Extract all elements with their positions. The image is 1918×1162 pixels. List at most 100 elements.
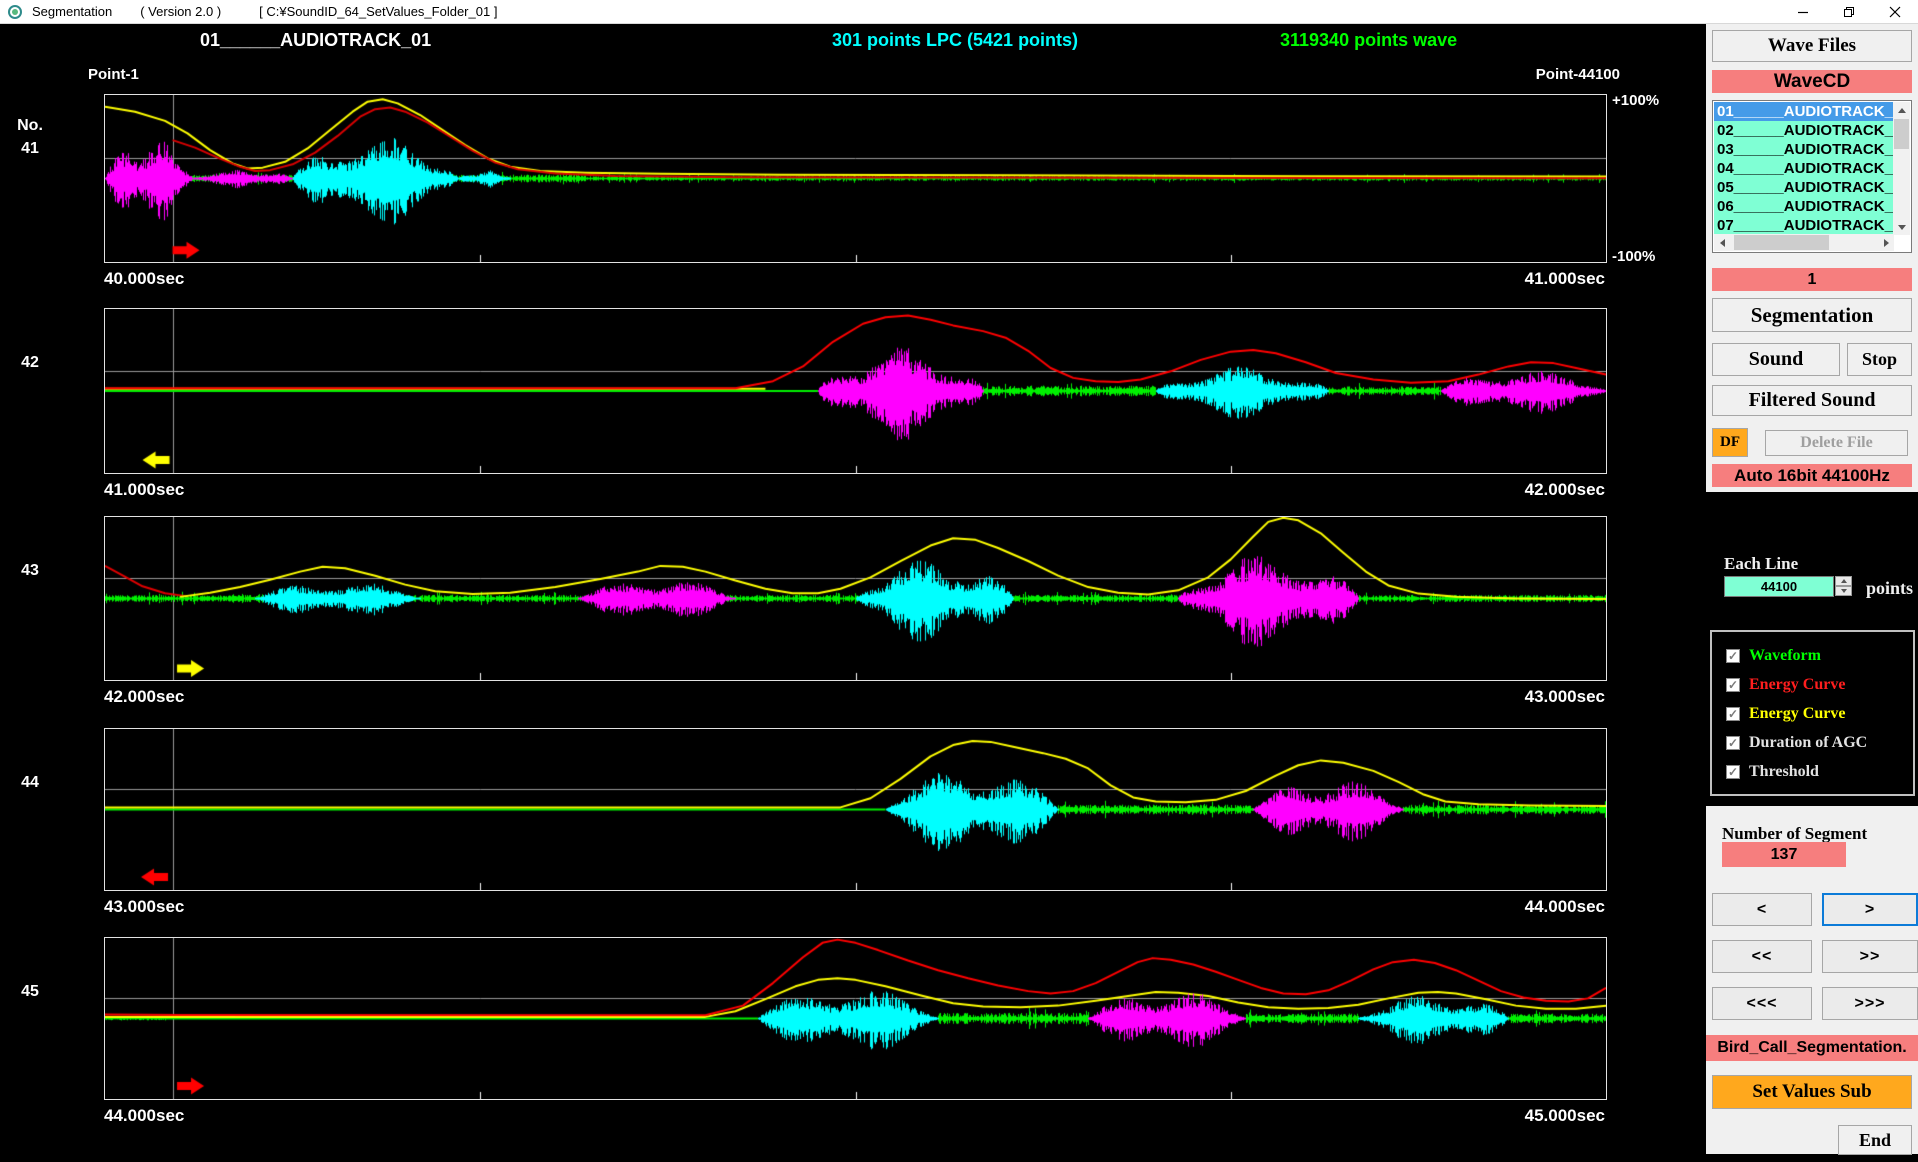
- time-end-label-43: 43.000sec: [1355, 687, 1605, 707]
- checkbox-energy-curve-red[interactable]: ✓ Energy Curve: [1726, 673, 1845, 697]
- row-number-41: 41: [8, 140, 52, 158]
- time-start-label-42: 41.000sec: [104, 480, 184, 500]
- sidebar: Wave Files WaveCD 01______AUDIOTRACK_02_…: [1706, 24, 1918, 1154]
- next-fast-button[interactable]: >>: [1822, 940, 1918, 973]
- restore-button[interactable]: [1826, 0, 1872, 23]
- checkbox-label: Energy Curve: [1749, 705, 1845, 723]
- minimize-icon: [1797, 6, 1809, 18]
- wavecd-header: WaveCD: [1712, 70, 1912, 93]
- time-end-label-45: 45.000sec: [1355, 1106, 1605, 1126]
- title-bar: Segmentation ( Version 2.0 ) [ C:¥SoundI…: [0, 0, 1918, 24]
- prev-fastest-button[interactable]: <<<: [1712, 987, 1812, 1020]
- prev-button[interactable]: <: [1712, 893, 1812, 926]
- track-item[interactable]: 02______AUDIOTRACK_: [1714, 121, 1894, 140]
- y-axis-min-label: -100%: [1612, 248, 1655, 265]
- y-axis-max-label: +100%: [1612, 92, 1659, 109]
- row-number-45: 45: [8, 983, 52, 1001]
- header-track-label: 01______AUDIOTRACK_01: [200, 30, 431, 51]
- next-fastest-button[interactable]: >>>: [1822, 987, 1918, 1020]
- segmentation-app-window: { "titlebar": { "app": "Segmentation", "…: [0, 0, 1918, 1162]
- checkbox-duration-of-agc[interactable]: ✓ Duration of AGC: [1726, 731, 1867, 755]
- row-number-44: 44: [8, 774, 52, 792]
- vertical-scrollbar[interactable]: [1893, 102, 1910, 235]
- waveform-panel-42[interactable]: [104, 308, 1607, 474]
- each-line-spinner[interactable]: [1835, 576, 1852, 596]
- time-end-label-42: 42.000sec: [1355, 480, 1605, 500]
- track-item[interactable]: 06______AUDIOTRACK_: [1714, 197, 1894, 216]
- prev-fast-button[interactable]: <<: [1712, 940, 1812, 973]
- waveform-panel-43[interactable]: [104, 516, 1607, 681]
- waveform-chart-area: 01______AUDIOTRACK_01 301 points LPC (542…: [0, 24, 1706, 1162]
- checkbox-icon[interactable]: ✓: [1726, 649, 1740, 663]
- checkbox-icon[interactable]: ✓: [1726, 765, 1740, 779]
- filtered-sound-button[interactable]: Filtered Sound: [1712, 385, 1912, 416]
- stop-button[interactable]: Stop: [1847, 343, 1912, 376]
- scroll-up-icon[interactable]: [1893, 102, 1910, 118]
- track-listbox[interactable]: 01______AUDIOTRACK_02______AUDIOTRACK_03…: [1712, 100, 1912, 253]
- checkbox-label: Threshold: [1749, 763, 1819, 781]
- wave-files-button[interactable]: Wave Files: [1712, 30, 1912, 62]
- next-button[interactable]: >: [1822, 893, 1918, 926]
- vscroll-thumb[interactable]: [1894, 119, 1909, 149]
- header-lpc-label: 301 points LPC (5421 points): [832, 30, 1078, 51]
- set-values-sub-button[interactable]: Set Values Sub: [1712, 1075, 1912, 1109]
- track-item[interactable]: 01______AUDIOTRACK_: [1714, 102, 1894, 121]
- each-line-points-input[interactable]: [1724, 576, 1834, 597]
- points-unit-label: points: [1866, 578, 1913, 599]
- checkbox-label: Duration of AGC: [1749, 734, 1867, 752]
- time-end-label-44: 44.000sec: [1355, 897, 1605, 917]
- time-end-label-41: 41.000sec: [1355, 269, 1605, 289]
- checkbox-label: Waveform: [1749, 647, 1821, 665]
- scroll-down-icon[interactable]: [1893, 219, 1910, 235]
- minimize-button[interactable]: [1780, 0, 1826, 23]
- time-start-label-44: 43.000sec: [104, 897, 184, 917]
- checkbox-waveform[interactable]: ✓ Waveform: [1726, 644, 1821, 668]
- checkbox-energy-curve-yellow[interactable]: ✓ Energy Curve: [1726, 702, 1845, 726]
- hscroll-thumb[interactable]: [1734, 235, 1829, 250]
- number-of-segment-label: Number of Segment: [1722, 824, 1867, 844]
- row-number-42: 42: [8, 354, 52, 372]
- audio-format-status: Auto 16bit 44100Hz: [1712, 464, 1912, 487]
- track-item[interactable]: 04______AUDIOTRACK_: [1714, 159, 1894, 178]
- spinner-down-icon[interactable]: [1835, 586, 1852, 596]
- close-icon: [1889, 6, 1901, 18]
- point-end-label: Point-44100: [1440, 66, 1620, 83]
- window-title-path: [ C:¥SoundID_64_SetValues_Folder_01 ]: [259, 4, 497, 19]
- df-button[interactable]: DF: [1712, 428, 1748, 457]
- restore-icon: [1843, 6, 1855, 18]
- delete-file-button[interactable]: Delete File: [1765, 430, 1908, 456]
- checkbox-icon[interactable]: ✓: [1726, 707, 1740, 721]
- track-list: 01______AUDIOTRACK_02______AUDIOTRACK_03…: [1714, 102, 1894, 235]
- track-item[interactable]: 03______AUDIOTRACK_: [1714, 140, 1894, 159]
- header-wave-points-label: 3119340 points wave: [1280, 30, 1457, 51]
- scroll-left-icon[interactable]: [1714, 234, 1730, 251]
- checkbox-icon[interactable]: ✓: [1726, 678, 1740, 692]
- segment-count-display: 137: [1722, 842, 1846, 867]
- scroll-right-icon[interactable]: [1878, 234, 1894, 251]
- point-start-label: Point-1: [88, 66, 139, 83]
- checkbox-icon[interactable]: ✓: [1726, 736, 1740, 750]
- waveform-panel-45[interactable]: [104, 937, 1607, 1100]
- spinner-up-icon[interactable]: [1835, 576, 1852, 586]
- waveform-panel-44[interactable]: [104, 728, 1607, 891]
- checkbox-label: Energy Curve: [1749, 676, 1845, 694]
- close-button[interactable]: [1872, 0, 1918, 23]
- row-number-heading: No.: [8, 117, 52, 135]
- track-item[interactable]: 05______AUDIOTRACK_: [1714, 178, 1894, 197]
- time-start-label-41: 40.000sec: [104, 269, 184, 289]
- sound-button[interactable]: Sound: [1712, 343, 1840, 376]
- app-name-banner: Bird_Call_Segmentation.: [1706, 1035, 1918, 1061]
- each-line-label: Each Line: [1724, 554, 1798, 574]
- curve-toggle-panel: ✓ Waveform ✓ Energy Curve ✓ Energy Curve ✓ Dura…: [1710, 630, 1915, 796]
- checkbox-threshold[interactable]: ✓ Threshold: [1726, 760, 1819, 784]
- horizontal-scrollbar[interactable]: [1714, 234, 1894, 251]
- segmentation-button[interactable]: Segmentation: [1712, 298, 1912, 332]
- waveform-panel-41[interactable]: [104, 94, 1607, 263]
- display-options-section: Each Line points ✓Waveform✓Energy Curve✓…: [1706, 492, 1918, 806]
- end-button[interactable]: End: [1838, 1125, 1912, 1155]
- counter-display: 1: [1712, 268, 1912, 291]
- window-title-version: ( Version 2.0 ): [140, 4, 221, 19]
- track-item[interactable]: 07______AUDIOTRACK_: [1714, 216, 1894, 235]
- window-title-app: Segmentation: [32, 4, 112, 19]
- time-start-label-43: 42.000sec: [104, 687, 184, 707]
